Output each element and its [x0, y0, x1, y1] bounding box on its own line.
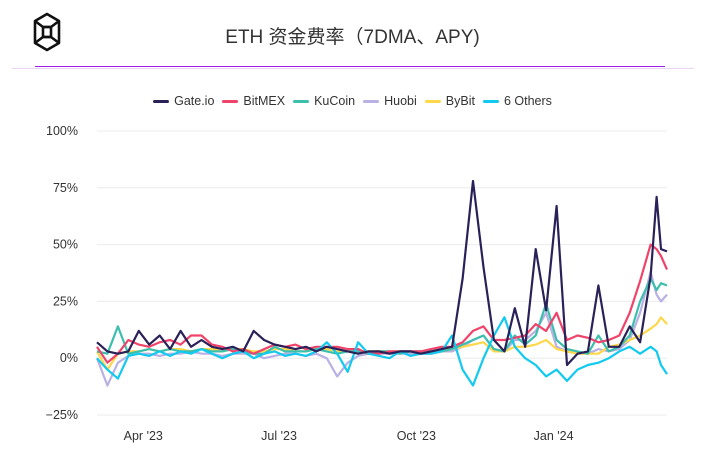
legend-label: KuCoin	[314, 94, 356, 108]
legend-label: Gate.io	[174, 94, 215, 108]
chart-title: ETH 资金费率（7DMA、APY)	[225, 27, 480, 48]
series-line-6-others	[96, 316, 668, 387]
y-tick-label: −25%	[46, 408, 78, 422]
series-line-bitmex	[96, 243, 669, 364]
y-tick-label: 100%	[46, 124, 78, 138]
legend-item[interactable]: 6 Others	[482, 94, 552, 108]
legend-swatch	[363, 99, 380, 103]
legend-item[interactable]: Gate.io	[153, 94, 214, 108]
legend-label: BitMEX	[243, 94, 286, 108]
legend-swatch	[424, 99, 441, 103]
y-tick-label: 0%	[60, 351, 78, 365]
x-tick-label: Apr '23	[124, 429, 163, 443]
legend-item[interactable]: BitMEX	[222, 94, 285, 108]
header-divider-light	[12, 68, 694, 69]
legend-item[interactable]: Huobi	[363, 94, 417, 108]
legend-item[interactable]: ByBit	[424, 94, 475, 108]
x-tick-label: Oct '23	[397, 429, 436, 443]
x-tick-label: Jan '24	[534, 429, 574, 443]
legend-swatch	[293, 99, 310, 103]
legend-label: Huobi	[384, 94, 417, 108]
header-divider	[35, 66, 665, 67]
y-tick-label: 25%	[53, 294, 78, 308]
legend: Gate.io BitMEX KuCoin Huobi ByBit 6 Others	[0, 94, 705, 108]
y-tick-label: 50%	[53, 238, 78, 252]
legend-label: 6 Others	[503, 94, 552, 108]
x-tick-label: Jul '23	[261, 429, 297, 443]
legend-swatch	[222, 99, 239, 103]
legend-swatch	[153, 99, 170, 103]
series-line-gate-io	[96, 179, 668, 367]
legend-item[interactable]: KuCoin	[293, 94, 355, 108]
legend-label: ByBit	[445, 94, 475, 108]
y-tick-label: 75%	[53, 181, 78, 195]
cube-logo	[33, 12, 61, 52]
legend-swatch	[482, 99, 499, 103]
